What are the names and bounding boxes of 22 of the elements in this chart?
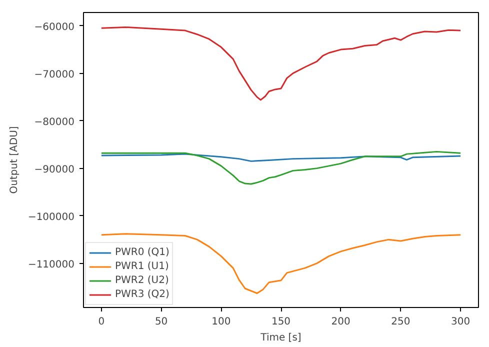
y-tick-label: −80000 (34, 116, 75, 128)
x-tick-label: 150 (271, 316, 291, 328)
legend-label: PWR2 (U2) (115, 274, 169, 287)
x-tick-label: 250 (391, 316, 410, 328)
y-tick-label: −110000 (28, 259, 75, 270)
line-series (100, 26, 462, 101)
legend-label: PWR1 (U1) (115, 260, 169, 273)
y-tick-label: −90000 (34, 164, 75, 176)
y-tick-label: −70000 (34, 69, 75, 80)
y-tick-label: −60000 (34, 22, 75, 33)
line-series (100, 150, 462, 185)
legend-label: PWR0 (Q1) (115, 246, 170, 259)
y-tick-label: −100000 (28, 212, 75, 223)
x-tick-label: 300 (451, 316, 470, 328)
line-series (100, 153, 462, 162)
legend-label: PWR3 (Q2) (115, 288, 170, 301)
x-tick-label: 200 (331, 316, 350, 328)
y-axis-title: Output [ADU] (8, 126, 20, 194)
x-tick-label: 100 (212, 316, 231, 328)
x-tick-label: 0 (98, 316, 105, 328)
x-axis-title: Time [s] (260, 332, 302, 344)
x-tick-label: 50 (154, 316, 168, 328)
